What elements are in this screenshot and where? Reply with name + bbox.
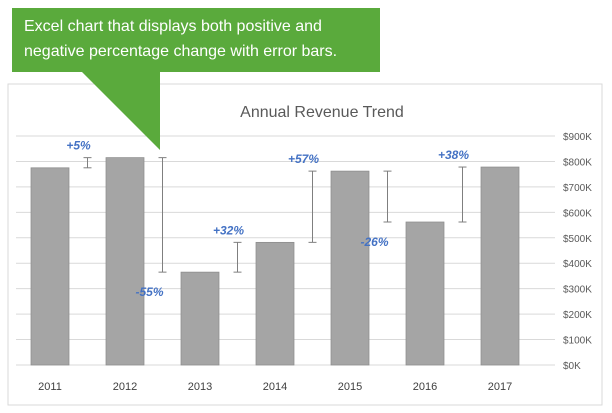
chart-title: Annual Revenue Trend xyxy=(240,104,404,121)
bar xyxy=(180,271,220,366)
bar xyxy=(30,167,70,366)
y-tick-label: $400K xyxy=(563,259,592,270)
bar xyxy=(255,241,295,366)
x-tick-label: 2015 xyxy=(338,381,362,393)
change-label: +5% xyxy=(66,139,91,153)
bar xyxy=(105,157,145,366)
bar xyxy=(330,170,370,366)
change-label: -55% xyxy=(135,285,163,299)
x-tick-label: 2013 xyxy=(188,381,212,393)
change-label: +57% xyxy=(288,152,319,166)
callout-pointer xyxy=(80,70,160,150)
y-tick-label: $500K xyxy=(563,234,592,245)
y-tick-label: $700K xyxy=(563,183,592,194)
y-tick-label: $100K xyxy=(563,336,592,347)
x-tick-label: 2014 xyxy=(263,381,287,393)
change-label: +38% xyxy=(438,148,469,162)
x-tick-label: 2011 xyxy=(38,381,62,393)
callout-box xyxy=(12,8,380,72)
x-tick-label: 2017 xyxy=(488,381,512,393)
y-tick-label: $300K xyxy=(563,285,592,296)
change-label: +32% xyxy=(213,223,244,237)
y-tick-label: $200K xyxy=(563,310,592,321)
y-tick-label: $600K xyxy=(563,208,592,219)
bar xyxy=(405,221,445,366)
y-tick-label: $800K xyxy=(563,157,592,168)
x-tick-label: 2012 xyxy=(113,381,137,393)
x-tick-label: 2016 xyxy=(413,381,437,393)
change-label: -26% xyxy=(360,235,388,249)
y-tick-label: $0K xyxy=(563,361,581,372)
bar xyxy=(480,166,520,366)
callout-text: Excel chart that displays both positive … xyxy=(24,18,338,60)
y-tick-label: $900K xyxy=(563,132,592,143)
